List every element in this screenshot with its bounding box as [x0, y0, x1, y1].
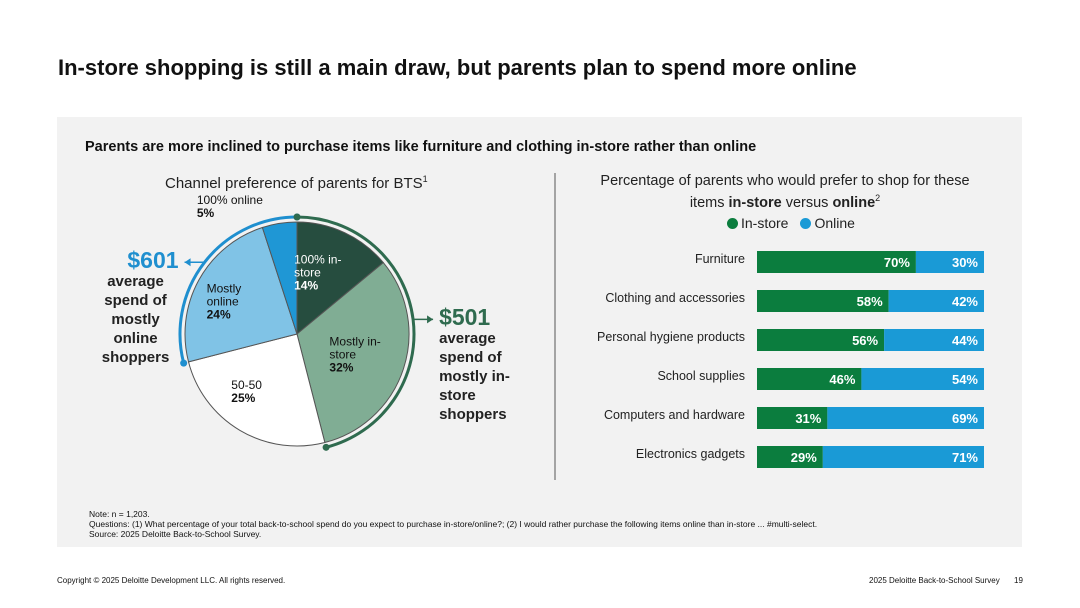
- bar-segment: [757, 407, 828, 429]
- arc-end: [293, 213, 301, 221]
- callout-amount: $501: [439, 304, 491, 331]
- legend-item: In-store: [727, 215, 788, 231]
- category-label: Electronics gadgets: [635, 447, 745, 461]
- bar-segment: [915, 251, 984, 273]
- slice-value: 25%: [231, 390, 256, 405]
- slide-title: In-store shopping is still a main draw, …: [58, 55, 857, 80]
- category-label: School supplies: [657, 369, 745, 383]
- title-part: online: [832, 194, 876, 211]
- callout: $601 average spend of mostly online shopp…: [87, 248, 179, 367]
- callout-amount: $601: [127, 247, 179, 274]
- panel-subtitle: Parents are more inclined to purchase it…: [85, 139, 757, 155]
- callout: $501 average spend of mostly in-store sho…: [439, 305, 531, 424]
- copyright: Copyright © 2025 Deloitte Development LL…: [57, 576, 286, 585]
- value-label: 70%: [884, 255, 910, 270]
- slice-label: 50-50 25%: [231, 377, 301, 405]
- chart-title-note: 1: [422, 174, 428, 184]
- slice-category: Mostly in-store: [329, 334, 381, 362]
- slice-category: 100% online: [196, 192, 263, 207]
- legend-dot: [800, 218, 812, 229]
- value-label: 54%: [952, 372, 978, 387]
- value-label: 69%: [952, 411, 978, 426]
- group-arc: [296, 215, 416, 449]
- slice-label: Mostly online 24%: [207, 282, 277, 321]
- callout-text: average spend of mostly in-store shopper…: [439, 330, 510, 424]
- note-line: Questions: (1) What percentage of your t…: [89, 519, 818, 529]
- slice-label: 100% online 5%: [196, 192, 277, 220]
- chart-title-note: 2: [875, 193, 881, 203]
- value-label: 31%: [795, 411, 821, 426]
- slice-value: 32%: [329, 360, 354, 375]
- slice-category: 100% in-store: [294, 252, 342, 280]
- bar-segment: [827, 407, 984, 429]
- slice-value: 24%: [206, 307, 231, 322]
- value-label: 42%: [952, 294, 978, 309]
- value-label: 30%: [952, 255, 978, 270]
- title-part: in-store: [728, 194, 782, 211]
- category-label: Furniture: [694, 252, 745, 266]
- chart-title: Percentage of parents who would prefer t…: [600, 173, 970, 212]
- bar-segment: [757, 290, 889, 312]
- slice-value: 5%: [196, 205, 215, 220]
- value-label: 71%: [952, 450, 978, 465]
- notes: Note: n = 1,203. Questions: (1) What perc…: [89, 509, 817, 539]
- slice-label: Mostly in-store 32%: [329, 335, 399, 374]
- group-arc: [178, 215, 298, 364]
- category-label: Personal hygiene products: [596, 330, 745, 344]
- value-label: 44%: [952, 333, 978, 348]
- pie-slice: [296, 221, 385, 336]
- legend-label: Online: [814, 215, 855, 231]
- title-part: versus: [781, 194, 833, 211]
- page-number: 19: [1014, 576, 1023, 585]
- footer-source: 2025 Deloitte Back-to-School Survey: [869, 576, 1000, 585]
- pie-slice: [184, 226, 298, 363]
- category-label: Clothing and accessories: [605, 291, 745, 305]
- bar-segment: [822, 446, 984, 468]
- chart-title: Channel preference of parents for BTS1: [165, 174, 428, 192]
- title-part: Percentage of parents who would prefer t…: [600, 173, 970, 211]
- slice-category: 50-50: [231, 377, 262, 392]
- category-label: Computers and hardware: [603, 408, 745, 422]
- slice-category: Mostly online: [206, 281, 242, 309]
- legend: In-store Online: [727, 215, 867, 231]
- bar-segment: [757, 446, 823, 468]
- bar-segment: [888, 290, 984, 312]
- pie-slice: [187, 333, 326, 447]
- arc-end: [180, 359, 188, 367]
- slice-value: 14%: [294, 278, 319, 293]
- value-label: 56%: [852, 333, 878, 348]
- bar-segment: [757, 251, 916, 273]
- bar-segment: [861, 368, 984, 390]
- value-label: 58%: [857, 294, 883, 309]
- note-line: Note: n = 1,203.: [89, 509, 150, 519]
- pie-slice: [261, 221, 298, 335]
- callout-arrow: [184, 258, 191, 267]
- legend-dot: [727, 218, 738, 229]
- value-label: 46%: [829, 372, 855, 387]
- callout-arrow: [427, 315, 434, 324]
- bar-segment: [884, 329, 984, 351]
- note-line: Source: 2025 Deloitte Back-to-School Sur…: [89, 529, 262, 539]
- callout-text: average spend of mostly online shoppers: [101, 273, 170, 367]
- bar-segment: [757, 368, 862, 390]
- legend-label: In-store: [741, 215, 789, 231]
- pie-slice: [296, 261, 410, 444]
- arc-end: [322, 443, 330, 451]
- legend-item: Online: [800, 215, 855, 231]
- slice-label: 100% in-store 14%: [294, 252, 364, 293]
- chart-title-text: Channel preference of parents for BTS: [165, 175, 423, 192]
- bar-segment: [757, 329, 885, 351]
- value-label: 29%: [791, 450, 817, 465]
